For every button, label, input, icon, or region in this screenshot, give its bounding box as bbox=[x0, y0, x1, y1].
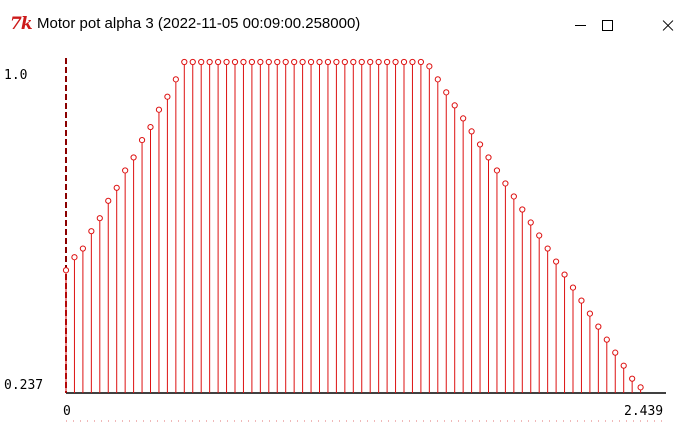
stem-marker bbox=[240, 58, 247, 66]
stem-marker bbox=[299, 58, 306, 66]
close-button[interactable] bbox=[645, 0, 691, 50]
stem-marker bbox=[603, 336, 610, 343]
stem-marker bbox=[189, 58, 196, 66]
stem-marker bbox=[122, 167, 129, 174]
stem-marker bbox=[155, 106, 163, 113]
stem-marker bbox=[612, 349, 619, 356]
stem-marker bbox=[206, 58, 213, 66]
stem-marker bbox=[341, 58, 348, 66]
stem-marker bbox=[586, 310, 594, 317]
stem-marker bbox=[510, 193, 517, 200]
close-icon bbox=[661, 18, 675, 32]
stem-marker bbox=[198, 58, 205, 66]
stem-marker bbox=[307, 58, 315, 66]
stem-marker bbox=[434, 76, 441, 83]
stem-marker bbox=[316, 58, 323, 66]
stem-marker bbox=[569, 284, 577, 291]
stem-marker bbox=[417, 58, 424, 66]
stem-marker bbox=[578, 297, 585, 304]
stem-marker bbox=[493, 167, 501, 174]
stem-marker bbox=[88, 228, 95, 235]
stem-marker bbox=[291, 58, 298, 66]
stem-marker bbox=[282, 58, 289, 66]
stem-marker bbox=[231, 58, 239, 66]
stem-marker bbox=[485, 154, 492, 161]
stem-marker bbox=[476, 141, 484, 148]
stem-marker bbox=[468, 128, 475, 135]
stem-marker bbox=[443, 89, 450, 96]
stem-marker bbox=[519, 206, 526, 213]
stem-marker bbox=[215, 58, 222, 66]
stem-marker bbox=[637, 384, 644, 391]
minimize-button[interactable] bbox=[557, 0, 603, 50]
stem-marker bbox=[265, 58, 272, 66]
maximize-button[interactable] bbox=[584, 0, 630, 50]
x-right-label: 2.439 bbox=[624, 404, 663, 419]
tk-feather-icon: 7k bbox=[10, 14, 33, 34]
stem-marker bbox=[460, 115, 467, 122]
stem-series bbox=[62, 58, 644, 393]
stem-marker bbox=[181, 58, 188, 66]
stem-marker bbox=[62, 267, 70, 274]
stem-marker bbox=[138, 136, 146, 144]
stem-marker bbox=[79, 245, 87, 252]
maximize-icon bbox=[601, 19, 613, 31]
stem-marker bbox=[367, 58, 374, 66]
stem-marker bbox=[274, 58, 281, 66]
stem-marker bbox=[400, 58, 408, 66]
stem-marker bbox=[629, 375, 636, 382]
stem-marker bbox=[544, 245, 551, 252]
stem-marker bbox=[324, 58, 332, 66]
stem-marker bbox=[426, 63, 433, 70]
stem-marker bbox=[147, 123, 154, 131]
stem-marker bbox=[384, 58, 391, 66]
y-top-label: 1.0 bbox=[4, 68, 27, 83]
stem-marker bbox=[105, 197, 112, 204]
x-left-label: 0 bbox=[63, 404, 71, 419]
stem-marker bbox=[392, 58, 399, 66]
stem-marker bbox=[451, 102, 458, 109]
stem-marker bbox=[248, 58, 255, 66]
stem-marker bbox=[71, 254, 78, 261]
stem-marker bbox=[130, 154, 137, 161]
stem-marker bbox=[223, 58, 230, 66]
stem-plot: 1.0 0.237 0 2.439 bbox=[4, 58, 666, 422]
title-bar[interactable]: 7k Motor pot alpha 3 (2022-11-05 00:09:0… bbox=[0, 0, 696, 50]
stem-marker bbox=[358, 58, 365, 66]
window-title: Motor pot alpha 3 (2022-11-05 00:09:00.2… bbox=[37, 15, 361, 32]
stem-marker bbox=[350, 58, 357, 66]
stem-marker bbox=[375, 58, 382, 66]
stem-marker bbox=[561, 271, 568, 278]
stem-marker bbox=[333, 58, 340, 66]
stem-marker bbox=[527, 219, 534, 226]
stem-marker bbox=[409, 58, 416, 66]
minimize-icon bbox=[574, 24, 586, 26]
y-bottom-label: 0.237 bbox=[4, 378, 43, 393]
stem-marker bbox=[96, 215, 103, 222]
stem-marker bbox=[172, 76, 179, 83]
stem-marker bbox=[620, 362, 627, 369]
stem-marker bbox=[113, 184, 120, 191]
stem-marker bbox=[536, 232, 543, 239]
stem-marker bbox=[164, 93, 171, 100]
stem-marker bbox=[257, 58, 264, 66]
stem-marker bbox=[502, 180, 509, 187]
stem-marker bbox=[553, 258, 560, 265]
stem-marker bbox=[595, 323, 602, 330]
